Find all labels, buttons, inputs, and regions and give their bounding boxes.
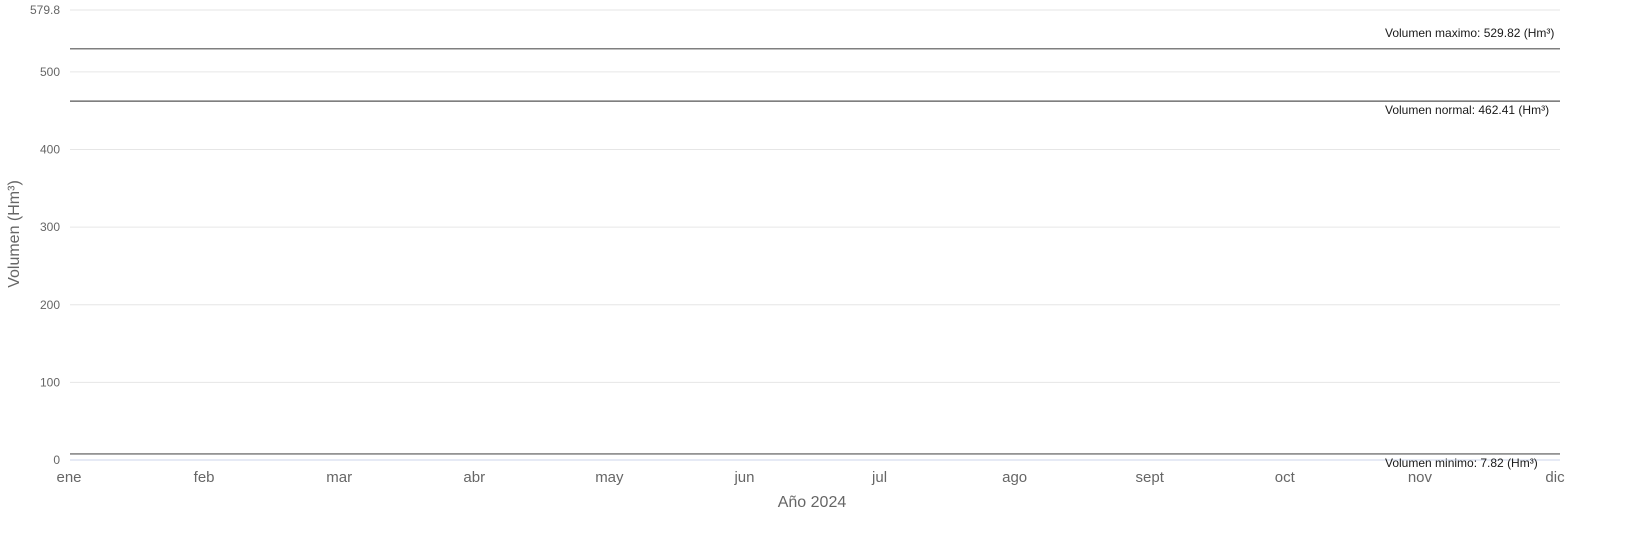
x-tick-label: sept <box>1136 469 1165 486</box>
grid-layer <box>70 9 1560 383</box>
x-tick-label: abr <box>463 469 485 486</box>
x-tick-label: ago <box>1002 469 1027 486</box>
y-axis-ticks: 0 100 200 300 400 500 579.8 <box>30 3 60 467</box>
x-tick-label: jun <box>733 469 754 486</box>
x-axis-title: Año 2024 <box>778 494 847 511</box>
x-axis-ticks: ene feb mar abr may jun jul ago sept oct nov dic <box>56 469 1565 486</box>
x-tick-label: may <box>595 469 624 486</box>
y-tick-label: 200 <box>40 298 60 312</box>
y-tick-label: 400 <box>40 143 60 157</box>
x-tick-label: nov <box>1408 469 1433 486</box>
reference-line-label: Volumen normal: 462.41 (Hm³) <box>1385 103 1549 117</box>
reference-lines: Volumen maximo: 529.82 (Hm³) Volumen norm… <box>70 26 1560 470</box>
y-tick-label: 100 <box>40 375 60 389</box>
y-tick-label: 500 <box>40 65 60 79</box>
x-tick-label: dic <box>1545 469 1565 486</box>
reference-line-label: Volumen maximo: 529.82 (Hm³) <box>1385 26 1554 40</box>
y-axis-title: Volumen (Hm³) <box>6 180 23 288</box>
y-tick-label: 0 <box>53 453 60 467</box>
reference-line-label: Volumen minimo: 7.82 (Hm³) <box>1385 456 1538 470</box>
x-tick-label: feb <box>194 469 215 486</box>
x-tick-label: oct <box>1275 469 1296 486</box>
x-tick-label: mar <box>326 469 352 486</box>
y-tick-label: 300 <box>40 220 60 234</box>
x-tick-label: ene <box>56 469 81 486</box>
y-tick-label: 579.8 <box>30 3 60 17</box>
x-tick-label: jul <box>871 469 887 486</box>
